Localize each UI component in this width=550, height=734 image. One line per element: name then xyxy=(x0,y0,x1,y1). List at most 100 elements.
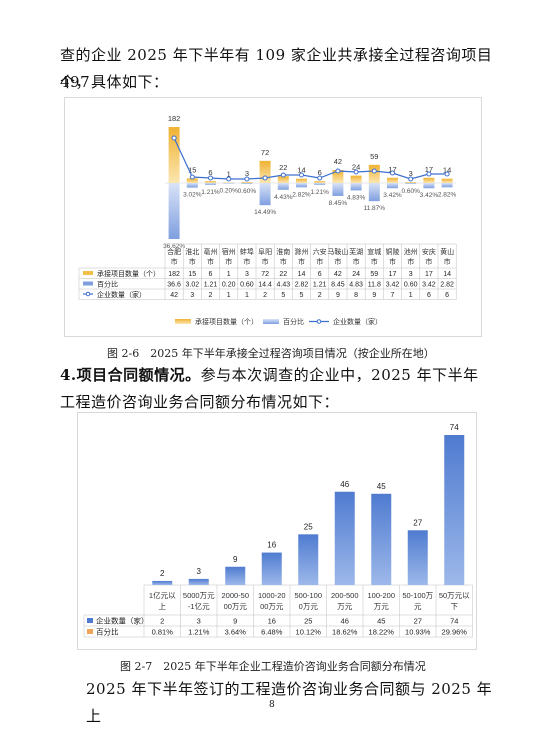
percent-data-label: 4.43% xyxy=(274,194,293,201)
percent-bar xyxy=(205,183,216,185)
contract-bar xyxy=(371,493,392,585)
table-cell-count: 24 xyxy=(352,271,360,278)
percent-data-label: 0.60% xyxy=(238,188,257,195)
table-header-cell: 50-100万 xyxy=(402,591,433,600)
table-cell-percent: 8.45 xyxy=(331,282,345,289)
count-data-label: 14 xyxy=(297,166,305,175)
percent-bar xyxy=(259,183,271,206)
table-cell-count: 16 xyxy=(268,617,276,626)
table-cell-percent: 2.82 xyxy=(295,282,309,289)
count-bar xyxy=(441,178,453,183)
contract-bar-label: 27 xyxy=(413,518,422,527)
count-bar xyxy=(277,176,289,183)
percent-bar xyxy=(314,183,326,185)
table-cell-percent: 2.82 xyxy=(440,282,454,289)
contract-bar-label: 2 xyxy=(160,569,165,578)
percent-bar xyxy=(332,183,344,196)
chart-1-svg: 18236.62%153.02%61.21%10.20%30.60%7214.4… xyxy=(78,114,457,326)
percent-bar xyxy=(387,183,398,189)
table-cell-count: 42 xyxy=(334,271,342,278)
percent-bar xyxy=(350,183,362,191)
page-number: 8 xyxy=(269,700,275,710)
table-header-cell: 200-500 xyxy=(331,591,359,600)
figure-caption-2-6: 图 2-6 2025 年下半年承接全过程咨询项目情况（按企业所在地） xyxy=(107,347,435,360)
table-cell-count: 15 xyxy=(188,271,196,278)
section-heading: 4.项目合同额情况。 xyxy=(60,366,201,384)
table-cell-percent: 29.96% xyxy=(442,628,468,637)
table-header-cell: 市 xyxy=(280,257,287,266)
table-header-cell: 蚌埠 xyxy=(240,247,254,256)
contract-bar-label: 25 xyxy=(304,522,313,531)
table-cell-percent: 3.02 xyxy=(185,282,199,289)
count-bar xyxy=(259,160,271,183)
paragraph-1-line-2: 个，具体如下： xyxy=(60,73,169,91)
table-header-cell: 1亿元以 xyxy=(149,590,176,600)
table-header-cell: 市 xyxy=(207,257,214,266)
table-header-cell: 市 xyxy=(225,257,232,266)
percent-data-label: 1.21% xyxy=(310,189,329,196)
legend-key-count xyxy=(83,271,93,275)
table-header-cell: 500-100 xyxy=(294,591,322,600)
table-cell-count: 59 xyxy=(370,271,378,278)
table-header-cell: 合肥 xyxy=(167,247,181,256)
percent-bar xyxy=(186,183,198,188)
table-cell-enterprise: 9 xyxy=(372,292,376,299)
contract-bar-label: 9 xyxy=(233,555,238,564)
enterprise-point xyxy=(171,135,177,141)
table-cell-count: 17 xyxy=(389,271,397,278)
table-cell-percent: 1.21% xyxy=(188,628,210,637)
table-header-cell: 万元 xyxy=(374,602,389,611)
table-cell-enterprise: 7 xyxy=(391,292,395,299)
table-header-cell: 安庆 xyxy=(422,247,436,256)
table-cell-percent: 36.6 xyxy=(167,282,181,289)
contract-bar xyxy=(334,491,355,585)
table-cell-count: 14 xyxy=(443,271,451,278)
table-header-cell: 5000万元 xyxy=(183,591,215,600)
paragraph-2-line-2: 工程造价咨询业务合同额分布情况如下： xyxy=(60,393,340,411)
table-row-label: 百分比 xyxy=(96,627,119,637)
enterprise-point xyxy=(390,170,395,176)
percent-bar xyxy=(241,183,253,184)
count-bar xyxy=(423,177,435,183)
table-cell-percent: 3.64% xyxy=(225,628,247,637)
table-cell-count: 9 xyxy=(233,617,237,626)
contract-bar-label: 74 xyxy=(450,423,459,432)
legend-key-enterprise xyxy=(87,618,93,623)
table-header-cell: 宿州 xyxy=(222,247,236,256)
table-header-cell: 池州 xyxy=(404,247,418,256)
table-header-cell: 六安 xyxy=(313,247,327,256)
count-bar xyxy=(205,181,216,183)
contract-bar-label: 3 xyxy=(197,567,202,576)
figure-caption-2-7: 图 2-7 2025 年下半年企业工程造价咨询业务合同额分布情况 xyxy=(120,660,426,673)
table-cell-count: 72 xyxy=(261,271,269,278)
enterprise-point xyxy=(262,175,268,181)
table-cell-count: 14 xyxy=(298,271,306,278)
count-data-label: 15 xyxy=(188,165,196,174)
count-data-label: 6 xyxy=(208,168,212,177)
table-header-cell: 市 xyxy=(171,257,178,266)
enterprise-point xyxy=(244,176,250,182)
table-row-label: 百分比 xyxy=(97,280,118,289)
count-bar xyxy=(387,177,398,183)
table-row-label: 企业数量（家） xyxy=(96,616,149,626)
percent-data-label: 3.42% xyxy=(383,192,402,199)
count-data-label: 3 xyxy=(245,169,249,178)
table-cell-percent: 4.43 xyxy=(276,282,290,289)
table-cell-percent: 18.62% xyxy=(332,628,358,637)
percent-data-label: 4.83% xyxy=(347,194,366,201)
table-header-cell: 1000-20 xyxy=(258,591,286,600)
table-header-cell: 00万元 xyxy=(260,602,284,611)
contract-bar-label: 46 xyxy=(340,480,349,489)
bottom-legend-key-count xyxy=(175,319,191,324)
table-header-cell: 市 xyxy=(262,257,269,266)
chart-contract-distribution: 2 3 9 16 25 46 45 27 74 1亿元以上 2 0.81% 5000万元 -1亿元 3 1.2… xyxy=(77,412,477,650)
contract-bar xyxy=(188,578,209,585)
table-header-cell: 2000-50 xyxy=(221,591,249,600)
table-header-cell: 上 xyxy=(159,602,167,611)
table-header-cell: 市 xyxy=(298,257,305,266)
table-header-cell: 阜阳 xyxy=(258,247,272,256)
paragraph-3-line-1: 2025 年下半年签订的工程造价咨询业务合同额与 2025 年上 xyxy=(86,680,493,725)
percent-bar xyxy=(405,183,417,184)
chart-projects-by-city: 182 36.62% 15 3.02% 6 1.21% 1 0.20% 3 0.60% 72 14.4… xyxy=(64,97,482,337)
percent-data-label: 1.21% xyxy=(201,189,220,196)
